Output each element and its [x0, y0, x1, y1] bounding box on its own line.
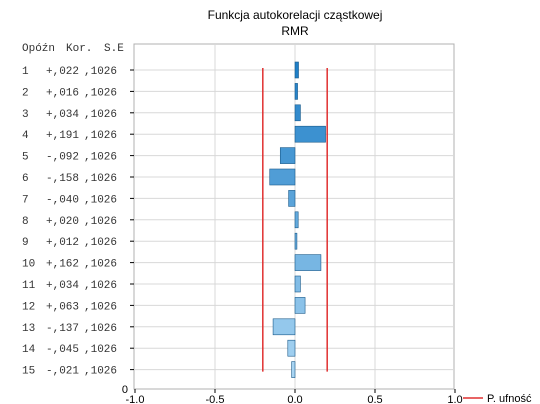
confidence-layer — [262, 68, 328, 372]
header-se: S.E — [104, 43, 124, 55]
se-label-5: ,1026 — [84, 173, 117, 185]
corr-label-0: +,022 — [46, 66, 79, 78]
legend-label: P. ufność — [487, 393, 532, 404]
se-label-4: ,1026 — [84, 152, 117, 164]
bar-lag-12 — [294, 297, 306, 314]
lag-label-14: 15 — [22, 366, 35, 378]
lag-label-13: 14 — [22, 344, 36, 356]
se-label-2: ,1026 — [84, 109, 117, 121]
corr-label-10: +,034 — [46, 280, 79, 292]
bar-lag-10 — [294, 254, 322, 271]
corr-label-7: +,020 — [46, 216, 79, 228]
corr-label-3: +,191 — [46, 130, 79, 142]
lag-label-10: 11 — [22, 280, 36, 292]
bar-lag-1 — [294, 61, 299, 79]
se-label-6: ,1026 — [84, 194, 117, 206]
corr-label-12: -,137 — [46, 323, 79, 335]
row-label-layer: 1 +,022 ,1026 2 +,016 ,1026 3 +,034 ,1026 4 +,191,… — [22, 66, 134, 378]
x-tick-label-3: 0.5 — [367, 394, 382, 404]
x-tick-label-4: 1.0 — [447, 394, 462, 404]
plot-frame — [133, 43, 455, 390]
corr-label-14: -,021 — [46, 366, 79, 378]
bar-lag-6 — [269, 168, 296, 186]
bar-lag-2 — [294, 83, 298, 100]
se-label-1: ,1026 — [84, 87, 117, 99]
bar-layer — [269, 61, 326, 378]
corr-label-1: +,016 — [46, 87, 79, 99]
lag-label-11: 12 — [22, 301, 35, 313]
corr-label-8: +,012 — [46, 237, 79, 249]
lag-label-12: 13 — [22, 323, 35, 335]
bar-lag-7 — [288, 190, 296, 207]
corr-label-2: +,034 — [46, 109, 79, 121]
grid-layer — [134, 44, 454, 389]
lag-label-6: 7 — [22, 194, 29, 206]
lag-label-5: 6 — [22, 173, 29, 185]
bar-lag-5 — [279, 147, 296, 164]
lag-label-3: 4 — [22, 130, 29, 142]
x-tick-label-2: 0.0 — [287, 394, 302, 404]
chart-title: Funkcja autokorelacji cząstkowej — [208, 8, 383, 22]
chart-subtitle: RMR — [281, 24, 309, 38]
lag-label-2: 3 — [22, 109, 29, 121]
lag-label-7: 8 — [22, 216, 29, 228]
se-label-14: ,1026 — [84, 366, 117, 378]
bar-lag-15 — [291, 361, 296, 378]
lag-label-8: 9 — [22, 237, 29, 249]
lag-label-9: 10 — [22, 259, 35, 271]
bar-lag-11 — [294, 275, 301, 293]
y-tick-label-zero: 0 — [122, 384, 128, 396]
se-label-3: ,1026 — [84, 130, 117, 142]
se-label-10: ,1026 — [84, 280, 117, 292]
lag-label-1: 2 — [22, 87, 29, 99]
se-label-0: ,1026 — [84, 66, 117, 78]
corr-label-5: -,158 — [46, 173, 79, 185]
corr-label-11: +,063 — [46, 301, 79, 313]
bar-lag-14 — [287, 339, 296, 357]
x-tick-label-0: -1.0 — [126, 394, 145, 404]
corr-label-6: -,040 — [46, 194, 79, 206]
bar-lag-4 — [294, 125, 326, 143]
corr-label-4: -,092 — [46, 152, 79, 164]
header-corr: Kor. — [66, 43, 92, 55]
x-tick-label-1: -0.5 — [206, 394, 225, 404]
se-label-7: ,1026 — [84, 216, 117, 228]
se-label-9: ,1026 — [84, 259, 117, 271]
header-lag: Opóźn — [22, 43, 55, 55]
bar-lag-8 — [294, 211, 299, 229]
se-label-13: ,1026 — [84, 344, 117, 356]
se-label-8: ,1026 — [84, 237, 117, 249]
lag-label-4: 5 — [22, 152, 29, 164]
se-label-12: ,1026 — [84, 323, 117, 335]
corr-label-9: +,162 — [46, 259, 79, 271]
corr-label-13: -,045 — [46, 344, 79, 356]
se-label-11: ,1026 — [84, 301, 117, 313]
bar-lag-9 — [294, 232, 298, 250]
bar-lag-3 — [294, 104, 301, 122]
bar-lag-13 — [272, 318, 296, 336]
tick-layer: -1.0 -0.5 0.0 0.5 1.0 0 — [122, 384, 463, 404]
lag-label-0: 1 — [22, 66, 29, 78]
